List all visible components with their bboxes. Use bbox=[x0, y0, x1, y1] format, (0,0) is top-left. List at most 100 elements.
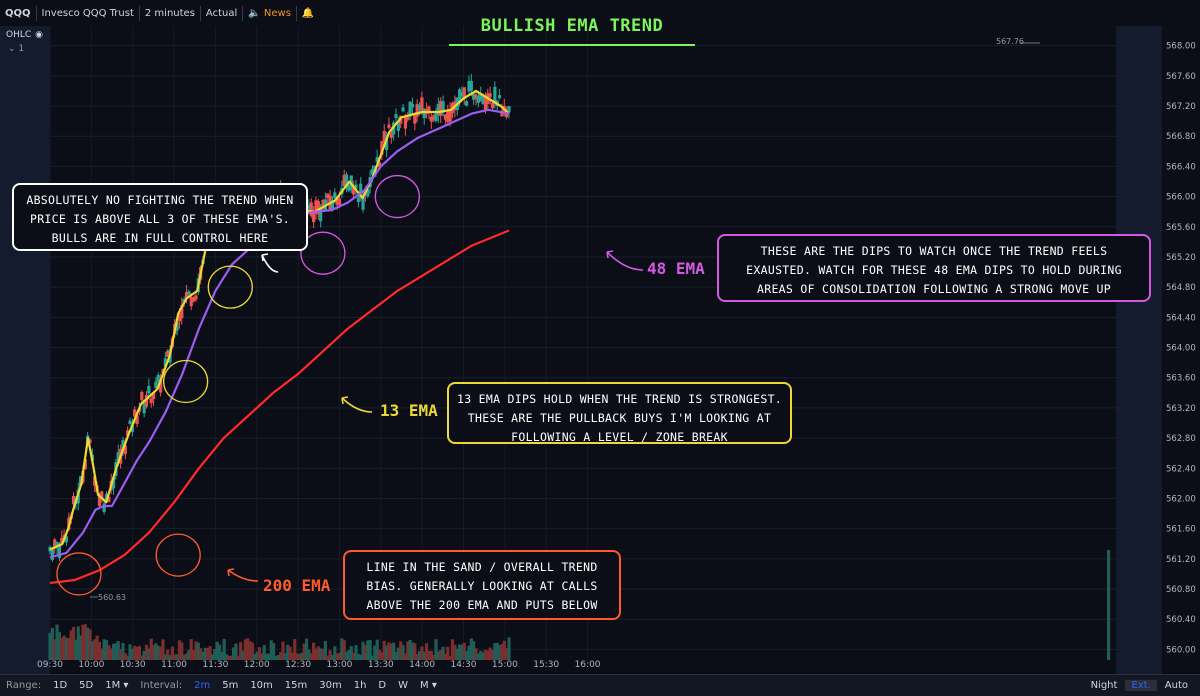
range-1m-label: 1M bbox=[105, 680, 121, 691]
ohlc-legend[interactable]: OHLC ◉ bbox=[6, 30, 43, 40]
time-tick: 10:00 bbox=[78, 660, 104, 670]
bell-icon[interactable]: 🔔 bbox=[301, 7, 315, 19]
volume-bar bbox=[366, 640, 370, 660]
candle-body bbox=[413, 114, 417, 124]
price-tick: 564.40 bbox=[1166, 313, 1196, 323]
candle-body bbox=[97, 493, 102, 506]
candle-body bbox=[507, 106, 511, 113]
time-tick: 12:30 bbox=[285, 660, 311, 670]
interval-1h[interactable]: 1h bbox=[353, 680, 367, 691]
volume-bar bbox=[453, 644, 457, 660]
candle-body bbox=[88, 439, 92, 443]
volume-bar bbox=[384, 645, 389, 660]
price-tick: 562.80 bbox=[1166, 434, 1196, 444]
volume-bar bbox=[213, 649, 217, 660]
volume-bar bbox=[243, 639, 247, 660]
candle-body bbox=[333, 192, 337, 199]
candle-body bbox=[403, 115, 408, 129]
ext-toggle[interactable]: Ext. bbox=[1125, 680, 1157, 691]
candle-body bbox=[429, 116, 433, 122]
volume-bar bbox=[413, 643, 417, 660]
candle-body bbox=[361, 196, 365, 210]
candle-body bbox=[307, 204, 311, 211]
eye-icon[interactable]: ◉ bbox=[35, 30, 44, 40]
night-toggle[interactable]: Night bbox=[1090, 680, 1118, 691]
candle-body bbox=[476, 96, 480, 103]
volume-bar bbox=[502, 640, 506, 660]
news-button[interactable]: 🔈 News bbox=[243, 5, 297, 21]
ema-lines bbox=[49, 89, 510, 585]
volume-bar bbox=[425, 643, 429, 660]
interval-30m[interactable]: 30m bbox=[319, 680, 342, 691]
interval-m[interactable]: M ▾ bbox=[414, 680, 443, 691]
volume-bar bbox=[76, 626, 80, 660]
volume-bar bbox=[229, 655, 233, 660]
highlight-circles bbox=[56, 174, 420, 596]
candle-body bbox=[415, 104, 419, 117]
volume-bar bbox=[154, 643, 158, 660]
range-5d[interactable]: 5D bbox=[79, 680, 94, 691]
candle-body bbox=[370, 169, 375, 175]
volume-bar bbox=[505, 648, 509, 660]
volume-bar bbox=[406, 641, 410, 660]
symbol-header: QQQ Invesco QQQ Trust 2 minutes Actual 🔈… bbox=[0, 0, 319, 26]
candle-body bbox=[472, 93, 476, 100]
auto-toggle[interactable]: Auto bbox=[1164, 680, 1188, 691]
time-axis[interactable]: 09:30 10:00 10:30 11:00 11:30 12:00 12:30 13:00… bbox=[37, 660, 601, 670]
volume-bar bbox=[363, 645, 368, 660]
price-tick: 563.20 bbox=[1166, 404, 1196, 414]
volume-bar bbox=[401, 645, 405, 660]
session-toggles: Night Ext. Auto bbox=[1085, 680, 1200, 691]
interval-label[interactable]: 2 minutes bbox=[140, 5, 201, 21]
candle-body bbox=[375, 157, 379, 163]
interval-10m[interactable]: 10m bbox=[250, 680, 273, 691]
title-underline bbox=[449, 44, 695, 46]
volume-bar bbox=[493, 643, 497, 660]
candle-body bbox=[408, 101, 412, 117]
candle-body bbox=[142, 399, 146, 414]
time-tick: 13:00 bbox=[326, 660, 352, 670]
candle-body bbox=[326, 193, 330, 199]
volume-bar bbox=[359, 654, 363, 660]
volume-bar bbox=[304, 638, 309, 660]
interval-2m[interactable]: 2m bbox=[194, 680, 211, 691]
volume-bar bbox=[196, 642, 200, 660]
pane-collapse[interactable]: ⌄ 1 bbox=[8, 44, 25, 54]
volume-bar bbox=[83, 624, 87, 660]
volume-bar bbox=[417, 651, 422, 660]
volume-bar bbox=[64, 637, 69, 660]
ema200-label: 200 EMA bbox=[263, 576, 331, 595]
price-tick: 565.20 bbox=[1166, 253, 1196, 263]
interval-w[interactable]: W bbox=[398, 680, 409, 691]
volume-bar bbox=[389, 643, 393, 660]
volume-bar bbox=[457, 644, 462, 660]
interval-15m[interactable]: 15m bbox=[284, 680, 308, 691]
candle-body bbox=[128, 420, 132, 425]
volume-bar bbox=[443, 653, 448, 660]
price-tick: 567.60 bbox=[1166, 72, 1196, 82]
candle-body bbox=[156, 374, 160, 382]
candle-body bbox=[319, 207, 323, 222]
candle-body bbox=[347, 185, 351, 191]
candle-body bbox=[497, 95, 502, 99]
price-tick: 562.40 bbox=[1166, 464, 1196, 474]
volume-bar bbox=[163, 654, 167, 660]
volume-bar bbox=[53, 639, 57, 660]
volume-bar bbox=[78, 635, 83, 660]
candle-body bbox=[434, 111, 438, 122]
candle-body bbox=[163, 358, 167, 367]
price-tick: 560.00 bbox=[1166, 645, 1196, 655]
price-axis[interactable]: 568.00 567.60 567.20 566.80 566.40 566.00 565.… bbox=[1162, 26, 1200, 674]
symbol-ticker[interactable]: QQQ bbox=[0, 5, 37, 21]
volume-bar bbox=[274, 655, 278, 660]
interval-d[interactable]: D bbox=[378, 680, 387, 691]
highlight-circle bbox=[56, 552, 102, 596]
range-1m[interactable]: 1M ▾ bbox=[99, 680, 134, 691]
adjustment-label[interactable]: Actual bbox=[201, 5, 244, 21]
volume-bar bbox=[246, 638, 250, 660]
volume-bar bbox=[257, 647, 262, 660]
interval-5m[interactable]: 5m bbox=[222, 680, 239, 691]
range-1d[interactable]: 1D bbox=[53, 680, 68, 691]
volume-bar bbox=[312, 642, 316, 660]
time-tick: 12:00 bbox=[244, 660, 270, 670]
